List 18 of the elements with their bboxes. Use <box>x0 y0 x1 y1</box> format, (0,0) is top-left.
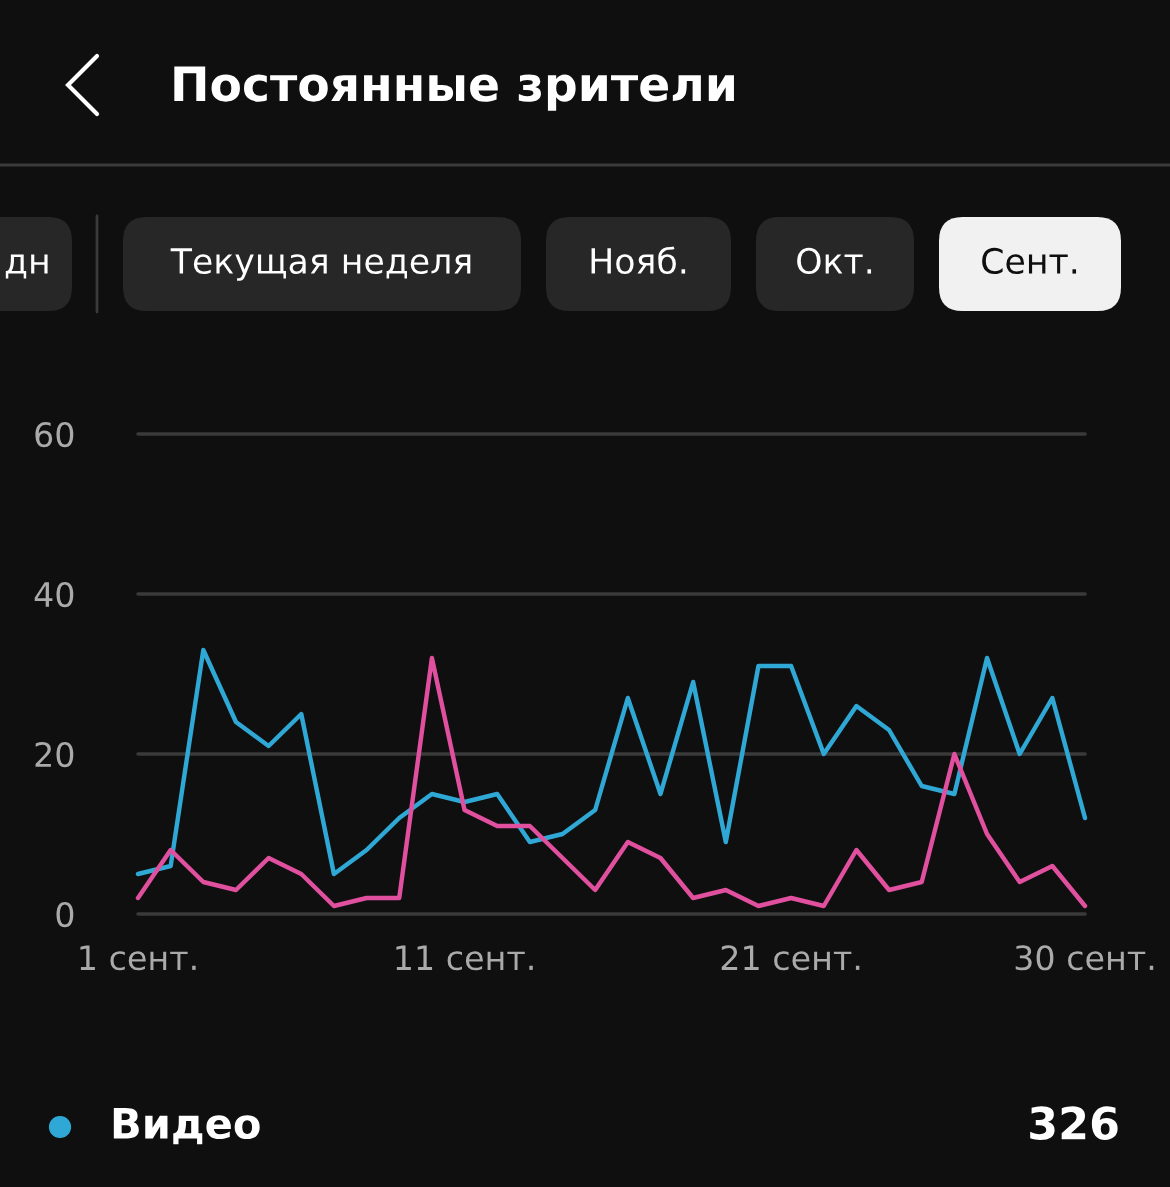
line-series <box>135 655 1088 909</box>
x-tick-label: 21 сент. <box>721 945 860 971</box>
y-tick-label: 60 <box>35 421 74 448</box>
text: Окт. <box>797 247 872 275</box>
x-tick-label: 11 сент. <box>396 945 533 971</box>
line-series <box>135 647 1088 877</box>
y-tick-label: 0 <box>56 901 74 928</box>
chart-title: Постоянные зрители <box>174 66 734 111</box>
text: дн <box>5 254 48 279</box>
text: Сент. <box>982 247 1077 275</box>
text: 326 <box>1030 1106 1118 1140</box>
legend-label: Видео <box>113 1108 260 1145</box>
text: Нояб. <box>591 246 686 275</box>
text: Текущая неделя <box>170 248 471 281</box>
x-tick-label: 1 сент. <box>80 945 196 971</box>
y-tick-label: 40 <box>34 581 74 608</box>
y-tick-label: 20 <box>35 741 74 768</box>
x-tick-label: 30 сент. <box>1015 945 1154 971</box>
